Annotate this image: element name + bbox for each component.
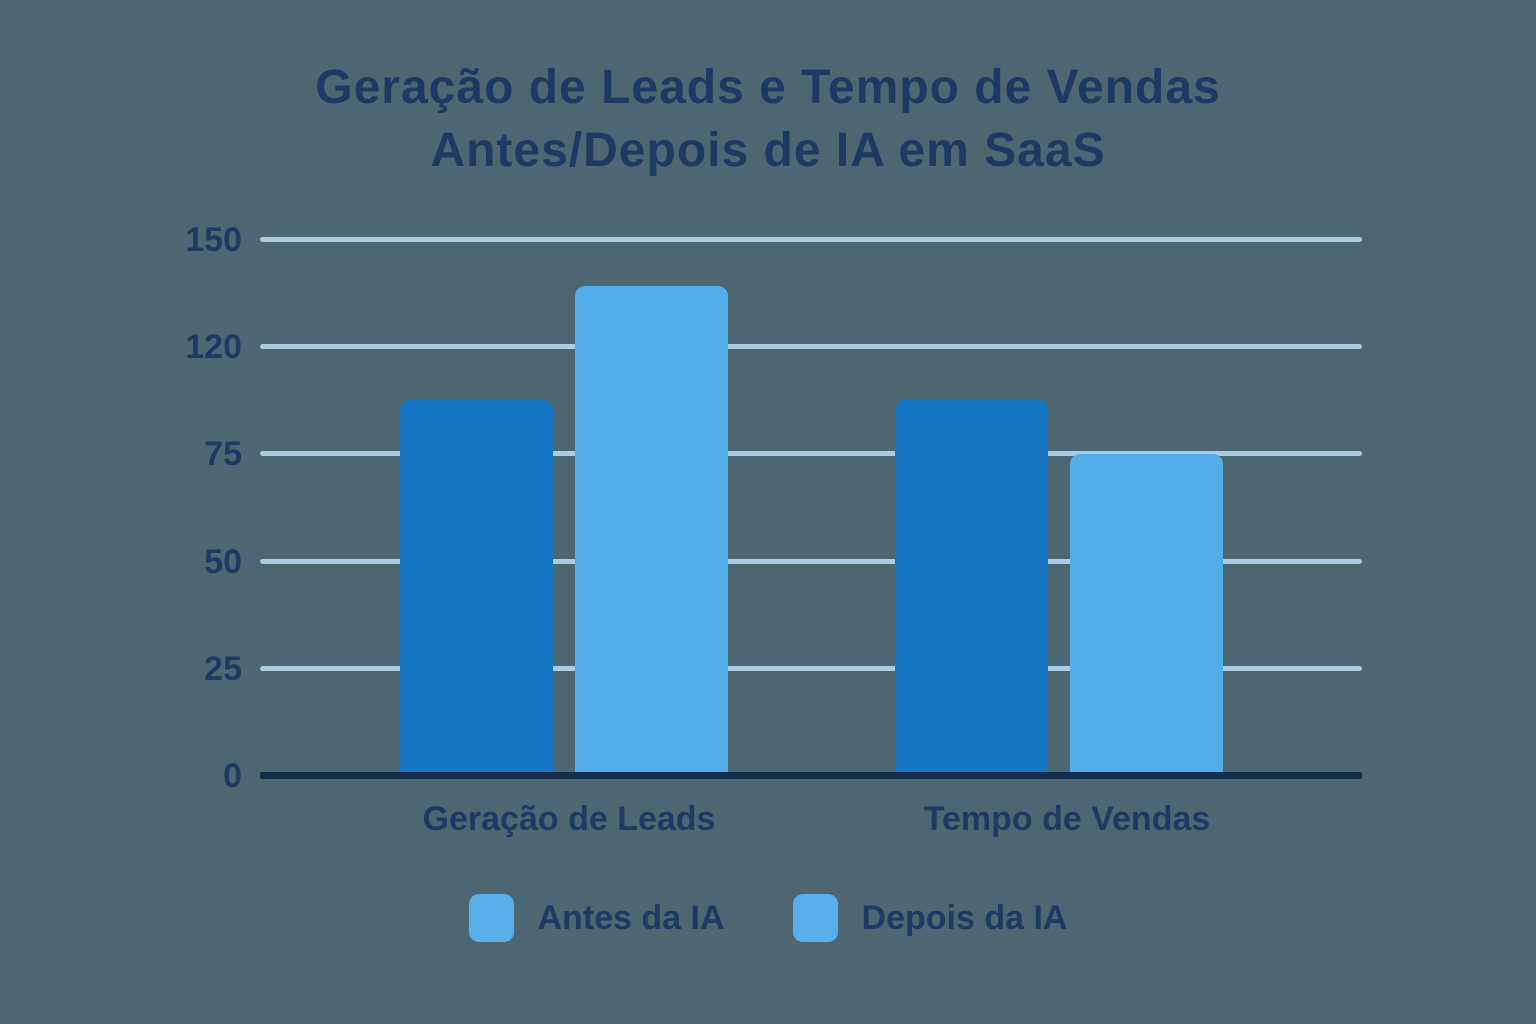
chart-title-line-2: Antes/Depois de IA em SaaS <box>430 124 1106 178</box>
bar-antes-da-ia-tempo-de-vendas <box>895 399 1048 776</box>
legend-item-antes-da-ia: Antes da IA <box>468 894 725 942</box>
bar-depois-da-ia-geracao-de-leads <box>575 286 728 776</box>
chart-title-line-1: Geração de Leads e Tempo de Vendas <box>315 61 1221 114</box>
x-category-label-tempo-de-vendas: Tempo de Vendas <box>923 800 1211 838</box>
y-tick-label-75: 75 <box>204 435 242 474</box>
gridline <box>260 344 1362 350</box>
x-axis-line <box>260 772 1362 779</box>
y-tick-label-120: 120 <box>185 328 242 367</box>
bar-group-geracao-de-leads <box>400 240 728 776</box>
y-axis: 0 25 50 75 120 150 <box>0 221 242 795</box>
bar-antes-da-ia-geracao-de-leads <box>400 399 553 776</box>
legend-label-depois-da-ia: Depois da IA <box>861 898 1068 937</box>
x-category-label-geracao-de-leads: Geração de Leads <box>422 800 716 838</box>
gridline <box>260 237 1362 242</box>
bar-depois-da-ia-tempo-de-vendas <box>1070 454 1223 776</box>
chart-title: Geração de Leads e Tempo de Vendas Antes… <box>0 56 1536 183</box>
plot-area: Geração de Leads Tempo de Vendas <box>260 237 1362 838</box>
legend-swatch-depois-da-ia <box>792 894 838 942</box>
legend-item-depois-da-ia: Depois da IA <box>792 894 1068 942</box>
legend-swatch-antes-da-ia <box>468 894 514 942</box>
y-tick-label-25: 25 <box>204 649 242 688</box>
gridline <box>260 558 1362 564</box>
gridline <box>260 665 1362 671</box>
gridline <box>260 451 1362 457</box>
y-tick-label-50: 50 <box>204 542 242 581</box>
y-tick-label-150: 150 <box>185 221 242 259</box>
legend-label-antes-da-ia: Antes da IA <box>537 898 725 937</box>
legend: Antes da IA Depois da IA <box>0 894 1536 942</box>
y-tick-label-0: 0 <box>223 757 242 795</box>
bar-group-tempo-de-vendas <box>895 240 1223 776</box>
